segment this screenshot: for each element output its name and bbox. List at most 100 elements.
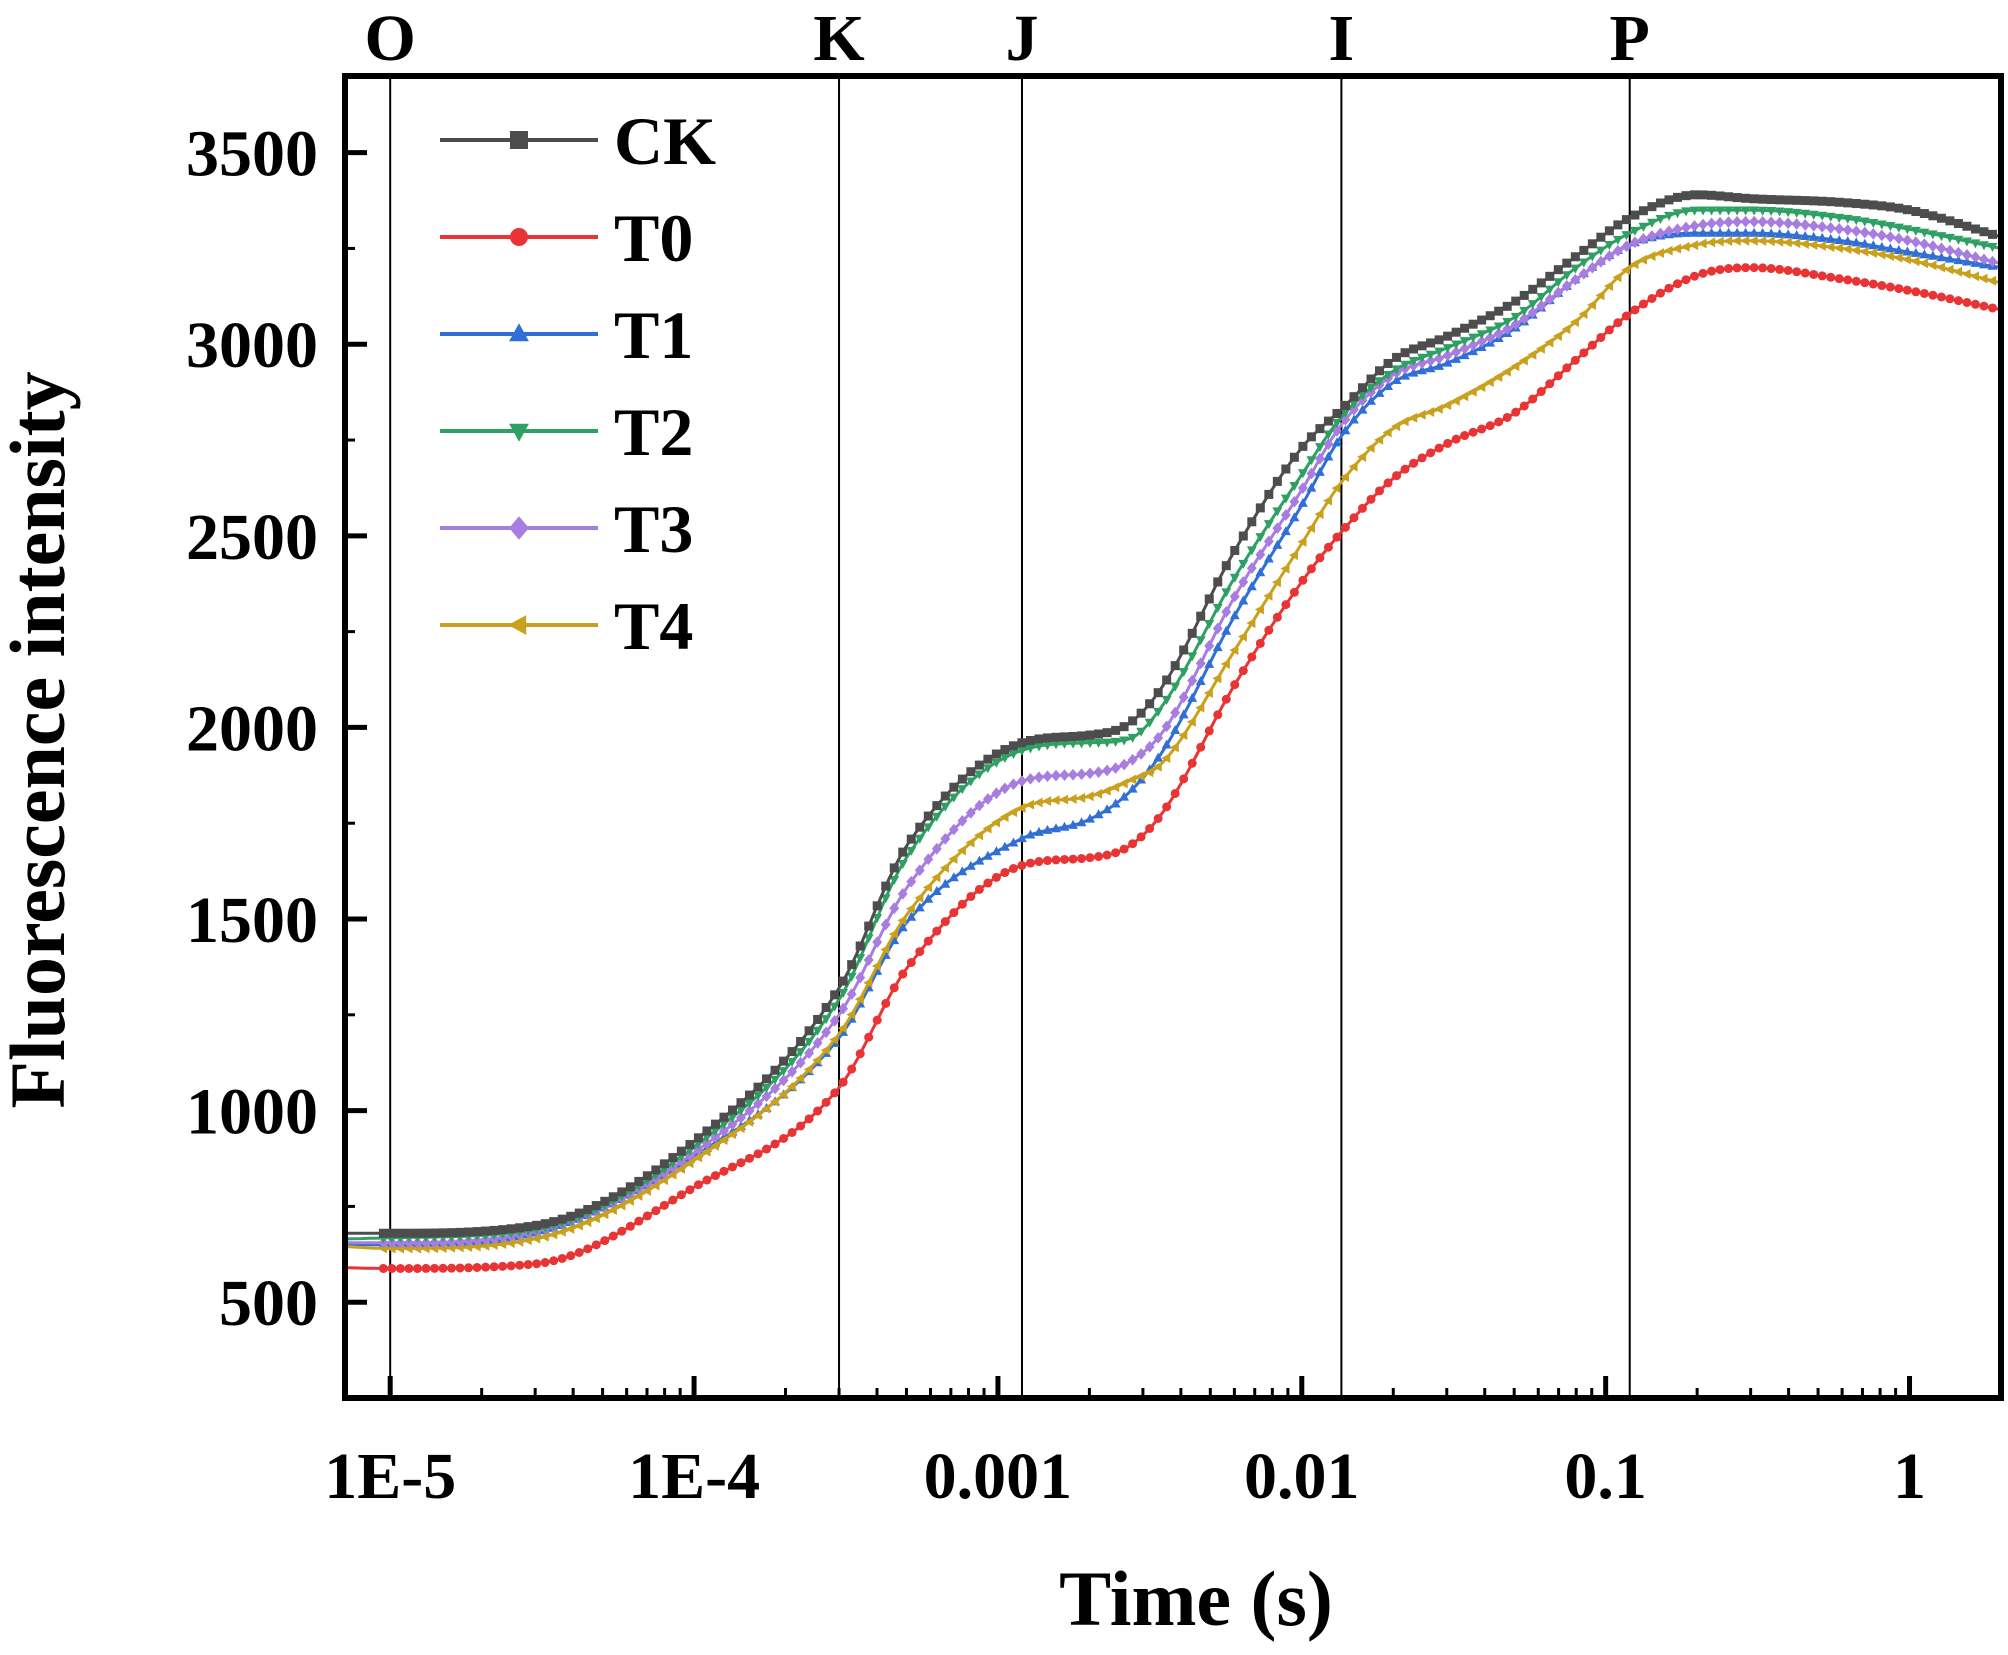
data-point-t4 — [1782, 237, 1792, 248]
data-point-t3 — [1314, 452, 1325, 465]
data-point-ck — [1885, 202, 1895, 212]
data-point-t4 — [854, 994, 864, 1005]
data-point-t2 — [787, 1057, 798, 1067]
data-point-ck — [1562, 258, 1572, 268]
data-point-t2 — [1025, 744, 1036, 754]
data-point-ck — [1068, 731, 1078, 741]
data-point-ck — [489, 1225, 499, 1235]
data-point-t0 — [1979, 301, 1989, 311]
data-point-t2 — [1221, 588, 1232, 598]
data-point-t0 — [762, 1144, 772, 1154]
data-point-ck — [412, 1228, 422, 1238]
data-point-t4 — [991, 817, 1001, 828]
data-point-t0 — [1068, 854, 1078, 864]
data-point-ck — [1375, 366, 1385, 376]
data-point-t3 — [1468, 339, 1479, 351]
data-point-ck — [1579, 245, 1589, 255]
data-point-t1 — [1331, 437, 1342, 447]
data-point-t2 — [1016, 746, 1027, 756]
data-point-t0 — [498, 1261, 508, 1271]
data-point-t4 — [1382, 427, 1392, 438]
data-point-ck — [966, 767, 976, 777]
data-point-t2 — [1349, 399, 1359, 409]
y-tick-label: 2500 — [186, 501, 318, 574]
data-point-t1 — [1834, 235, 1845, 245]
data-point-t4 — [922, 882, 932, 893]
data-point-t2 — [1646, 218, 1657, 228]
data-point-ck — [787, 1047, 797, 1057]
data-point-ck — [1672, 192, 1682, 202]
data-point-ck — [1664, 195, 1674, 205]
data-point-t4 — [1186, 716, 1196, 727]
data-point-ck — [1204, 594, 1214, 604]
legend-label-t1: T1 — [614, 297, 693, 373]
data-point-t4 — [1774, 236, 1784, 247]
data-point-ck — [1119, 722, 1129, 732]
data-point-t0 — [676, 1190, 686, 1200]
data-point-t0 — [1698, 268, 1708, 278]
data-point-t2 — [1255, 533, 1266, 543]
data-point-ck — [821, 1003, 831, 1013]
data-point-t3 — [1519, 312, 1530, 325]
data-point-t0 — [1570, 355, 1580, 365]
data-point-t3 — [1638, 233, 1649, 245]
data-point-t2 — [719, 1120, 729, 1130]
data-point-ck — [378, 1228, 388, 1238]
data-point-t3 — [1953, 246, 1964, 259]
data-point-ck — [1749, 194, 1759, 204]
x-tick-label: 1E-5 — [324, 1440, 456, 1513]
data-point-t0 — [1894, 284, 1904, 294]
data-point-t1 — [948, 872, 959, 882]
data-point-t0 — [1494, 417, 1504, 427]
series-t2 — [344, 206, 2002, 1244]
data-point-t0 — [481, 1262, 491, 1272]
data-point-t2 — [1136, 727, 1147, 737]
data-point-t2 — [991, 758, 1002, 768]
data-point-t1 — [1178, 709, 1189, 719]
data-point-t1 — [1349, 414, 1359, 424]
data-point-t4 — [573, 1220, 583, 1231]
data-point-t0 — [1443, 438, 1453, 448]
data-point-t3 — [1842, 224, 1853, 236]
data-point-t2 — [1170, 682, 1181, 692]
data-point-t4 — [1297, 536, 1307, 547]
data-point-t2 — [982, 764, 993, 774]
data-point-t2 — [1519, 306, 1530, 316]
data-point-t2 — [1246, 546, 1257, 556]
data-point-t2 — [914, 834, 925, 844]
data-point-t3 — [1791, 218, 1802, 230]
data-point-t1 — [1791, 230, 1802, 240]
data-point-ck — [1008, 741, 1018, 751]
data-point-t1 — [1255, 567, 1266, 577]
data-point-t4 — [1442, 400, 1452, 411]
data-point-ck — [1042, 733, 1052, 743]
data-point-t1 — [931, 885, 942, 895]
data-point-ck — [1306, 432, 1316, 442]
data-point-t2 — [1876, 220, 1887, 230]
data-point-t0 — [1809, 269, 1819, 279]
data-point-t3 — [846, 988, 857, 1000]
legend-marker-ck — [510, 131, 528, 149]
legend-marker-t3 — [509, 516, 529, 540]
data-point-t3 — [812, 1037, 823, 1049]
x-tick-label: 0.01 — [1244, 1440, 1360, 1513]
data-point-t2 — [753, 1091, 763, 1101]
data-point-t2 — [838, 989, 849, 999]
data-point-ck — [1102, 728, 1112, 738]
data-point-t2 — [1638, 222, 1649, 232]
data-point-t2 — [872, 914, 883, 924]
data-point-t4 — [556, 1226, 566, 1237]
data-point-t2 — [1561, 271, 1572, 281]
data-point-t4 — [1842, 244, 1852, 255]
data-point-ck — [1077, 731, 1087, 741]
data-point-t1 — [1008, 837, 1019, 847]
data-point-t3 — [829, 1015, 840, 1027]
data-point-t0 — [1272, 612, 1282, 622]
data-point-t3 — [1859, 226, 1870, 239]
data-point-t3 — [1825, 221, 1836, 234]
data-point-t1 — [1434, 360, 1445, 370]
data-point-t4 — [522, 1235, 532, 1246]
data-point-t1 — [1161, 739, 1172, 749]
data-point-t3 — [1961, 249, 1972, 261]
data-point-t1 — [982, 850, 993, 860]
